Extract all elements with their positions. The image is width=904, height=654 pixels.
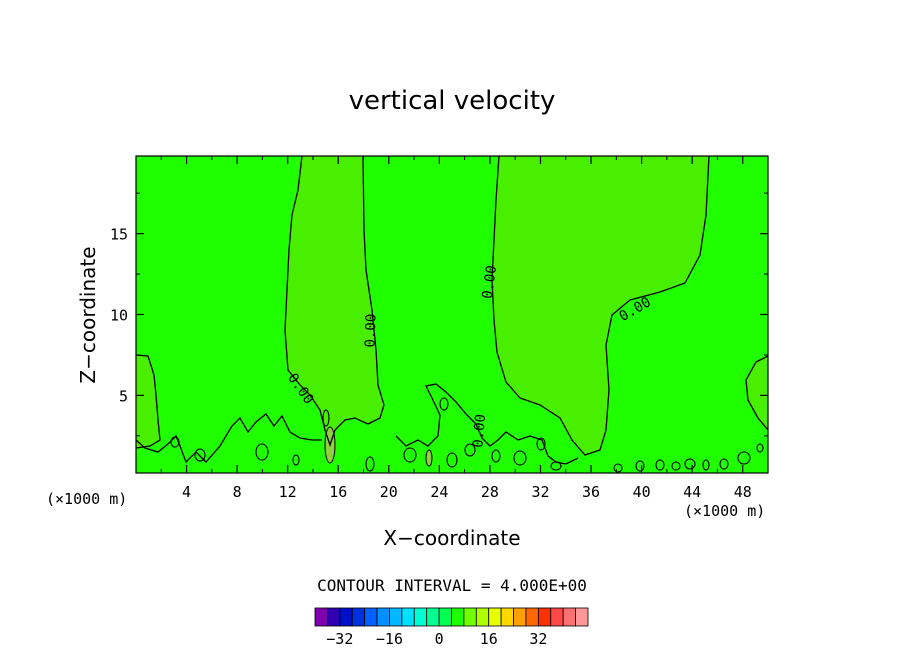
contour-small-loop-13: [536, 437, 546, 451]
colorbar-swatch: [327, 607, 341, 627]
contour-small-loop-20: [702, 459, 710, 471]
colorbar-swatch: [562, 607, 576, 627]
contour-region-right-edge: [746, 356, 768, 430]
colorbar-swatch: [426, 607, 440, 627]
x-axis-unit-left: (×1000 m): [46, 490, 128, 508]
colorbar-swatch: [413, 607, 428, 627]
contour-small-loop-10: [464, 443, 476, 457]
y-tick-label: 10: [110, 307, 128, 325]
x-axis-unit-right: (×1000 m): [684, 502, 766, 520]
contour-small-loop-19: [684, 458, 696, 470]
x-tick-label: 40: [633, 483, 651, 501]
colorbar-swatch: [438, 607, 452, 627]
x-tick-label: 8: [233, 483, 242, 501]
contour-small-loop-7: [403, 447, 417, 463]
contour-small-loop-15: [613, 463, 623, 473]
zero-contour-line-left-column: [284, 155, 385, 448]
x-tick-label: 16: [329, 483, 347, 501]
x-tick-label: 24: [430, 483, 448, 501]
x-tick-label: 12: [279, 483, 297, 501]
chart-title: vertical velocity: [348, 86, 556, 116]
contour-small-loop-4: [292, 454, 300, 466]
colorbar-tick-label: 32: [529, 630, 547, 648]
colorbar-swatch: [401, 607, 415, 627]
colorbar: −32 −16 0 16 32: [314, 607, 589, 648]
colorbar-tick-label: −16: [376, 630, 403, 648]
colorbar-swatch: [389, 607, 403, 627]
x-tick-label: 48: [734, 483, 752, 501]
colorbar-tick-label: 16: [480, 630, 498, 648]
contour-small-loop-17: [655, 459, 665, 471]
contour-small-loop-23: [756, 443, 764, 453]
colorbar-tick-label: −32: [326, 630, 353, 648]
contour-small-loop-18: [671, 461, 681, 471]
colorbar-swatch: [451, 607, 465, 627]
colorbar-swatch: [500, 607, 514, 627]
contour-small-loop-3: [255, 443, 269, 461]
y-tick-label: 5: [119, 387, 128, 405]
colorbar-swatch: [463, 607, 477, 627]
contour-small-loop-1: [170, 436, 180, 448]
y-tick-label: 15: [110, 226, 128, 244]
contour-small-loop-21: [719, 458, 729, 470]
contour-small-loop-12: [513, 450, 527, 466]
contour-small-loop-2: [194, 448, 206, 462]
contour-region-left-column: [285, 156, 384, 445]
contour-label: 0.00: [363, 314, 380, 348]
contour-small-cell-2: [425, 449, 433, 467]
colorbar-swatch: [339, 607, 353, 627]
colorbar-swatch: [575, 607, 589, 627]
contour-small-loop-8: [439, 397, 449, 411]
contour-small-loop-9: [446, 452, 458, 468]
x-tick-label: 20: [380, 483, 398, 501]
contour-small-loop-11: [491, 449, 501, 463]
zero-contour-line-left-edge: [135, 354, 161, 449]
contour-small-loop-22: [737, 451, 751, 465]
x-tick-label: 36: [582, 483, 600, 501]
contour-small-loop-16: [635, 460, 645, 472]
contour-interval-text: CONTOUR INTERVAL = 4.000E+00: [317, 576, 587, 595]
contour-region-right-column: [492, 156, 709, 455]
contour-small-loop-6: [365, 456, 375, 472]
colorbar-swatch: [525, 607, 539, 627]
colorbar-swatch: [488, 607, 502, 627]
contour-label: 0.00: [480, 264, 501, 300]
plot-area: [135, 155, 769, 474]
colorbar-swatch: [376, 607, 390, 627]
colorbar-tick-label: 0: [435, 630, 444, 648]
colorbar-swatch: [513, 607, 527, 627]
contour-small-loop-5: [322, 409, 330, 427]
colorbar-swatch: [550, 607, 564, 627]
zero-contour-line-right-column: [491, 155, 710, 456]
x-axis-label: X−coordinate: [383, 526, 521, 550]
x-tick-label: 28: [481, 483, 499, 501]
colorbar-swatch: [351, 607, 366, 627]
x-tick-label: 44: [683, 483, 701, 501]
x-tick-label: 4: [182, 483, 191, 501]
contour-label: 0.00: [470, 413, 489, 448]
colorbar-swatch: [314, 607, 328, 627]
zero-contour-line-right-edge: [745, 355, 769, 431]
colorbar-swatch: [364, 607, 378, 627]
colorbar-swatch: [537, 607, 552, 627]
contour-small-loop-14: [550, 461, 562, 471]
colorbar-swatch: [475, 607, 490, 627]
x-tick-label: 32: [531, 483, 549, 501]
